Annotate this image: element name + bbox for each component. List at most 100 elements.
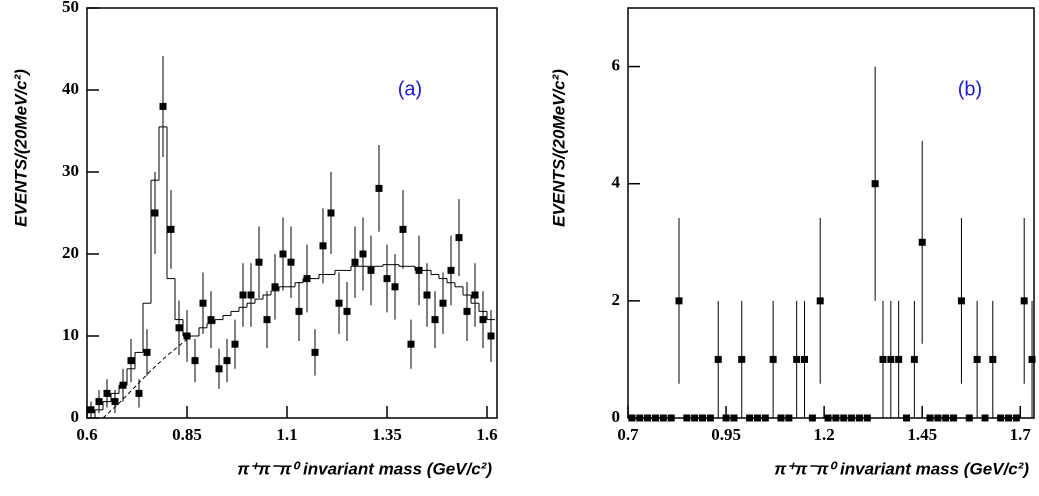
data-point xyxy=(191,357,199,365)
data-point xyxy=(926,414,934,422)
data-point xyxy=(119,381,127,389)
data-point xyxy=(934,414,942,422)
data-point xyxy=(151,209,159,217)
data-point xyxy=(957,297,965,305)
y-tick-label: 20 xyxy=(62,243,79,262)
data-point xyxy=(808,414,816,422)
y-tick-label: 0 xyxy=(71,407,80,426)
data-point xyxy=(832,414,840,422)
data-point xyxy=(675,297,683,305)
data-point xyxy=(407,340,415,348)
data-point xyxy=(127,357,135,365)
data-point xyxy=(183,332,191,340)
data-point xyxy=(628,414,636,422)
data-point xyxy=(903,414,911,422)
data-point xyxy=(887,355,895,363)
data-point xyxy=(918,238,926,246)
data-point xyxy=(143,348,151,356)
data-point xyxy=(699,414,707,422)
data-point xyxy=(399,225,407,233)
data-point xyxy=(335,299,343,307)
data-point xyxy=(199,299,207,307)
y-tick-label: 0 xyxy=(612,407,621,426)
data-point xyxy=(691,414,699,422)
data-point xyxy=(722,414,730,422)
data-point xyxy=(965,414,973,422)
data-point xyxy=(439,299,447,307)
x-tick-label: 1.7 xyxy=(1010,425,1032,444)
data-point xyxy=(423,291,431,299)
data-point xyxy=(706,414,714,422)
x-axis-label: π⁺π⁻π⁰ invariant mass (GeV/c²) xyxy=(774,459,1029,478)
data-point xyxy=(247,291,255,299)
data-point xyxy=(895,355,903,363)
data-point xyxy=(167,225,175,233)
data-point xyxy=(848,414,856,422)
x-tick-label: 0.95 xyxy=(711,425,741,444)
data-point xyxy=(431,316,439,324)
data-point xyxy=(359,250,367,258)
data-point xyxy=(910,355,918,363)
y-tick-label: 6 xyxy=(612,55,621,74)
data-point xyxy=(777,414,785,422)
y-tick-label: 50 xyxy=(62,0,79,16)
data-point xyxy=(973,355,981,363)
data-point xyxy=(303,275,311,283)
data-point xyxy=(801,355,809,363)
data-point xyxy=(295,307,303,315)
y-tick-label: 40 xyxy=(62,79,79,98)
data-point xyxy=(738,355,746,363)
plot-frame xyxy=(627,7,1035,419)
data-point xyxy=(659,414,667,422)
x-tick-label: 0.85 xyxy=(172,425,202,444)
x-tick-label: 1.1 xyxy=(276,425,297,444)
y-axis-label: EVENTS/(20MeV/c²) xyxy=(11,69,30,227)
data-point xyxy=(942,414,950,422)
data-point xyxy=(319,242,327,250)
data-point xyxy=(997,414,1005,422)
data-point xyxy=(644,414,652,422)
data-point xyxy=(1012,414,1020,422)
data-point xyxy=(785,414,793,422)
data-point xyxy=(471,291,479,299)
data-point xyxy=(871,180,879,188)
data-point xyxy=(255,258,263,266)
data-point xyxy=(415,266,423,274)
data-point xyxy=(714,355,722,363)
data-point xyxy=(950,414,958,422)
data-point xyxy=(879,355,887,363)
data-point xyxy=(159,102,167,110)
data-point xyxy=(753,414,761,422)
data-point xyxy=(175,324,183,332)
data-point xyxy=(135,389,143,397)
y-tick-label: 30 xyxy=(62,161,79,180)
data-point xyxy=(343,307,351,315)
data-point xyxy=(667,414,675,422)
data-point xyxy=(263,316,271,324)
data-point xyxy=(231,340,239,348)
x-tick-label: 1.45 xyxy=(907,425,937,444)
data-point xyxy=(1005,414,1013,422)
data-point xyxy=(855,414,863,422)
data-point xyxy=(95,398,103,406)
x-tick-label: 1.35 xyxy=(372,425,402,444)
data-point xyxy=(1020,297,1028,305)
x-tick-label: 1.2 xyxy=(814,425,835,444)
y-tick-label: 4 xyxy=(612,173,621,192)
data-point xyxy=(487,332,495,340)
y-tick-label: 10 xyxy=(62,325,79,344)
data-point xyxy=(111,398,119,406)
data-point xyxy=(746,414,754,422)
data-point xyxy=(271,283,279,291)
x-axis-label: π⁺π⁻π⁰ invariant mass (GeV/c²) xyxy=(237,459,492,478)
data-point xyxy=(463,307,471,315)
y-axis-label: EVENTS/(20MeV/c²) xyxy=(549,69,568,227)
data-point xyxy=(287,258,295,266)
data-point xyxy=(840,414,848,422)
data-point xyxy=(391,283,399,291)
data-point xyxy=(981,414,989,422)
data-point xyxy=(375,184,383,192)
data-point xyxy=(683,414,691,422)
data-point xyxy=(816,297,824,305)
